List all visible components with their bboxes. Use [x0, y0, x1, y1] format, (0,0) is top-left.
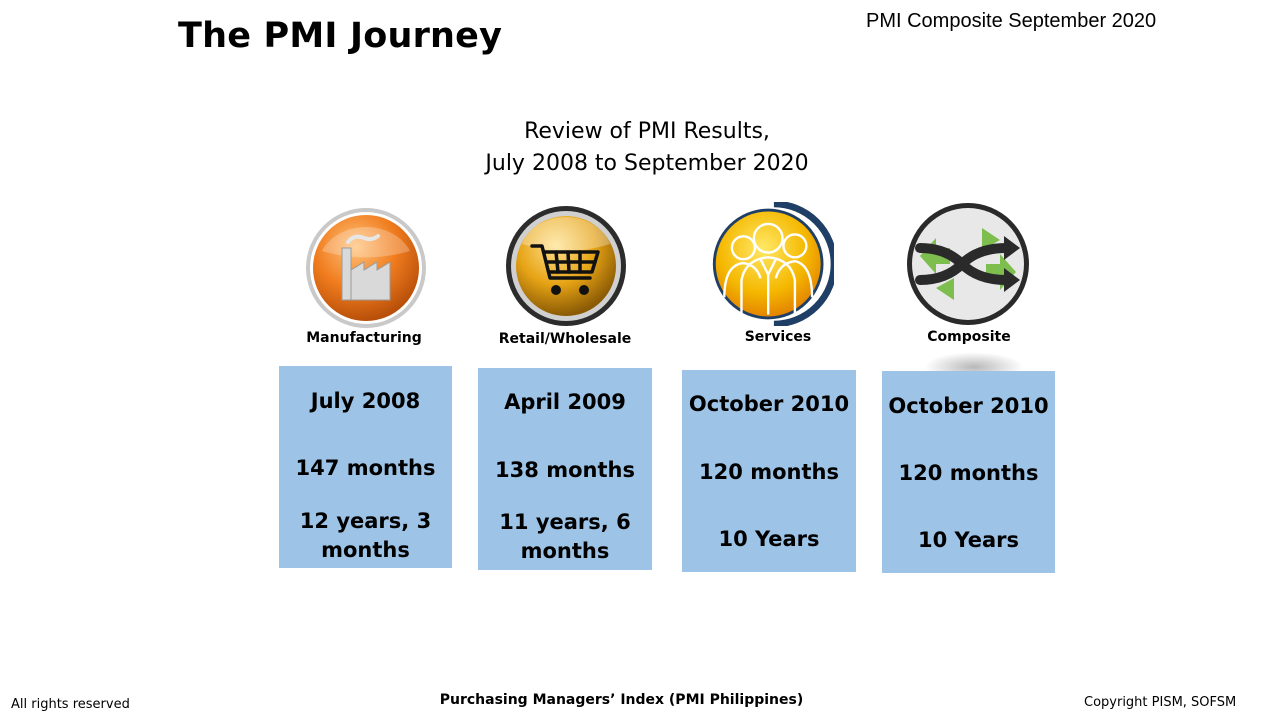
category-label-retail: Retail/Wholesale [498, 331, 632, 347]
duration-line-1: 12 years, 3 [299, 509, 432, 533]
card-services: October 2010 120 months 10 Years [682, 370, 856, 572]
category-label-manufacturing: Manufacturing [306, 330, 422, 346]
start-date: October 2010 [688, 392, 850, 416]
card-retail-wholesale: April 2009 138 months 11 years, 6 months [478, 368, 652, 570]
footer-copyright: Copyright PISM, SOFSM [1084, 695, 1237, 710]
start-date: July 2008 [310, 389, 421, 413]
exchange-arrows-icon [907, 203, 1029, 325]
category-label-services: Services [744, 329, 812, 345]
footer-title: Purchasing Managers’ Index (PMI Philippi… [439, 692, 804, 708]
slide-subtitle: Review of PMI Results, July 2008 to Sept… [420, 116, 874, 180]
card-composite: October 2010 120 months 10 Years [882, 371, 1055, 573]
card-manufacturing: July 2008 147 months 12 years, 3 months [279, 366, 452, 568]
duration-line-2: months [520, 539, 610, 563]
report-period-label: PMI Composite September 2020 [866, 10, 1157, 32]
subtitle-line-1: Review of PMI Results, [524, 119, 770, 144]
duration: 10 Years [917, 528, 1020, 552]
months-count: 120 months [699, 460, 839, 484]
start-date: April 2009 [504, 390, 626, 414]
category-label-composite: Composite [927, 329, 1011, 345]
page-title: The PMI Journey [178, 16, 503, 56]
duration: 10 Years [718, 527, 820, 551]
factory-icon [306, 208, 426, 328]
months-count: 120 months [898, 461, 1039, 485]
people-icon [712, 202, 834, 326]
footer-rights: All rights reserved [11, 697, 130, 712]
shopping-cart-icon [506, 206, 626, 326]
months-count: 138 months [495, 458, 635, 482]
duration-line-2: months [321, 538, 410, 562]
subtitle-line-2: July 2008 to September 2020 [485, 151, 809, 176]
months-count: 147 months [295, 456, 436, 480]
duration-line-1: 11 years, 6 [499, 510, 631, 534]
start-date: October 2010 [888, 394, 1049, 418]
